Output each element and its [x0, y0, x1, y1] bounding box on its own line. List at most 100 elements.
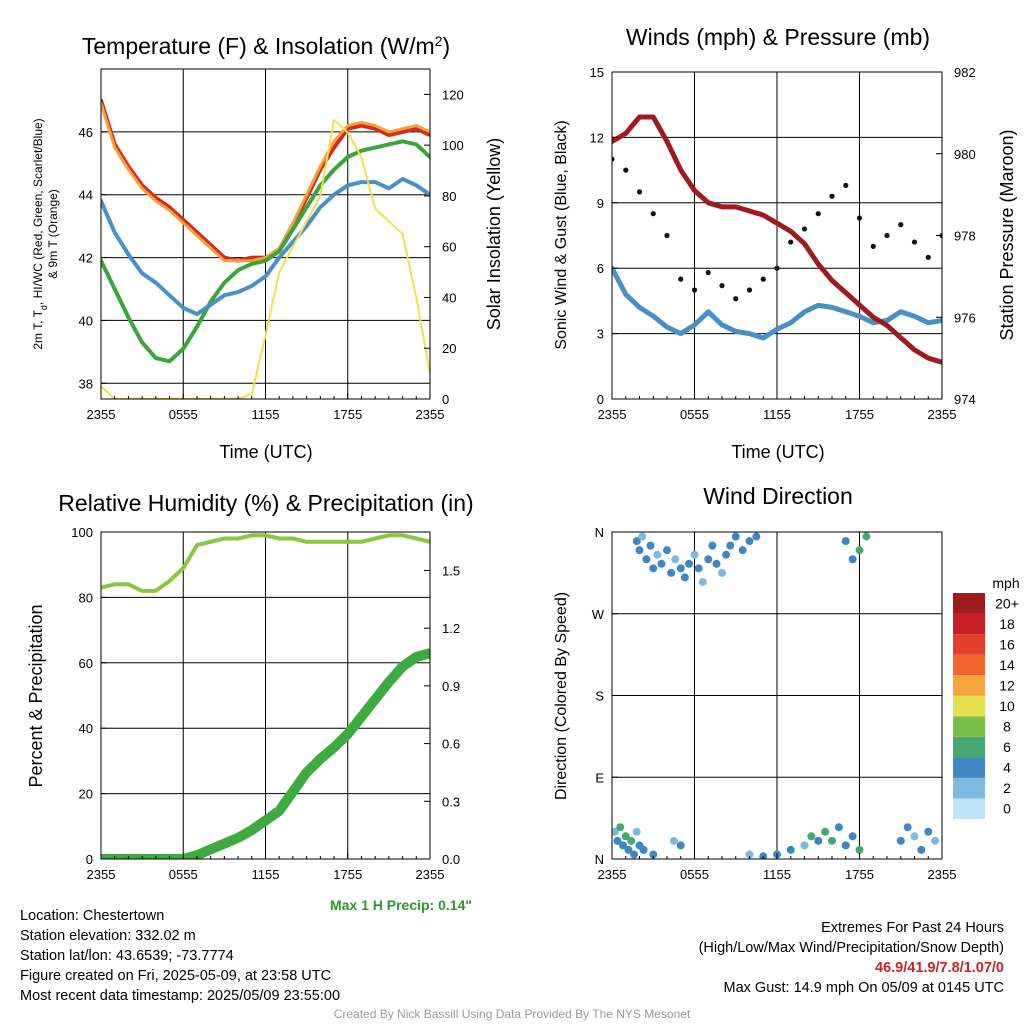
- direction-point: [855, 546, 864, 555]
- precip-annotation: Max 1 H Precip: 0.14": [330, 897, 472, 913]
- winds-ylabel-left: Sonic Wind & Gust (Blue, Black): [553, 120, 570, 349]
- direction-point: [639, 845, 648, 854]
- y2-tick-label: 0.3: [442, 794, 460, 809]
- series-line: [612, 114, 942, 365]
- colorbar-swatch: [953, 613, 985, 635]
- direction-point: [704, 555, 713, 564]
- direction-point: [722, 550, 731, 559]
- direction-point: [910, 832, 919, 841]
- direction-point: [616, 823, 625, 832]
- station-latlon: Station lat/lon: 43.6539; -73.7774: [20, 948, 234, 964]
- x-tick-label: 0555: [680, 407, 709, 422]
- colorbar-label: 0: [1003, 801, 1011, 817]
- series-line: [101, 102, 430, 263]
- x-tick-label: 1755: [333, 407, 362, 422]
- x-tick-label: 2355: [87, 867, 116, 882]
- max-gust: Max Gust: 14.9 mph On 05/09 at 0145 UTC: [723, 980, 1004, 996]
- direction-point: [632, 827, 641, 836]
- direction-point: [855, 845, 864, 854]
- direction-point: [621, 832, 630, 841]
- direction-point: [931, 836, 940, 845]
- humidity-ticks: 2355 0555 1155 1755 23550204060801000.00.30.…: [71, 525, 460, 882]
- gust-point: [664, 232, 670, 239]
- x-tick-label: 1755: [333, 867, 362, 882]
- direction-point: [841, 841, 850, 850]
- series-line: [101, 177, 430, 317]
- y2-tick-label: 0: [442, 392, 449, 407]
- temp-xlabel: Time (UTC): [219, 442, 312, 462]
- direction-point: [667, 568, 676, 577]
- y-tick-label: 0: [86, 852, 93, 867]
- y2-tick-label: 978: [954, 229, 976, 244]
- credit-line: Created By Nick Bassill Using Data Provi…: [333, 1007, 691, 1021]
- colorbar-swatch: [953, 716, 985, 737]
- gust-point: [774, 265, 780, 271]
- direction-point: [613, 836, 622, 845]
- temp-ticks: 2355 0555 1155 1755 2355 38 40 42 44 46 0 20 40 60 80 1…: [79, 87, 464, 422]
- gust-point: [691, 287, 698, 293]
- colorbar-label: 2: [1003, 780, 1011, 796]
- y2-tick-label: 1.5: [442, 563, 460, 578]
- gust-point: [788, 239, 794, 245]
- humidity-panel: Relative Humidity (%) & Precipitation (i…: [26, 490, 474, 913]
- direction-point: [924, 827, 933, 836]
- station-location: Location: Chestertown: [20, 908, 165, 924]
- direction-point: [649, 564, 658, 573]
- direction-point: [632, 537, 641, 546]
- gust-point: [884, 232, 890, 239]
- wind-direction-panel: Wind Direction 2355 0555 1155 1755 2355NESWN…: [553, 483, 1020, 882]
- colorbar-swatch: [953, 777, 985, 799]
- colorbar-swatch: [953, 736, 985, 758]
- gust-point: [705, 269, 711, 276]
- colorbar-label: 18: [999, 616, 1015, 632]
- direction-point: [676, 841, 685, 850]
- x-tick-label: 2355: [928, 407, 957, 422]
- y2-tick-label: 0.9: [442, 679, 460, 694]
- station-info: Location: Chestertown Station elevation:…: [20, 906, 340, 1006]
- x-tick-label: 1755: [845, 407, 874, 422]
- x-tick-label: 0555: [169, 867, 198, 882]
- colorbar-label: 8: [1003, 719, 1011, 735]
- direction-point: [862, 532, 871, 541]
- direction-point: [745, 850, 754, 859]
- y-tick-label: W: [592, 607, 605, 622]
- direction-point: [642, 555, 651, 564]
- gust-point: [925, 254, 931, 260]
- gust-point: [870, 243, 876, 249]
- y-tick-label: 38: [79, 376, 93, 391]
- y-tick-label: 80: [79, 590, 93, 605]
- colorbar-label: 6: [1003, 739, 1011, 755]
- y2-tick-label: 1.2: [442, 621, 460, 636]
- colorbar-swatch: [953, 593, 985, 614]
- recent-timestamp: Most recent data timestamp: 2025/05/09 2…: [20, 988, 341, 1004]
- direction-point: [848, 555, 857, 564]
- colorbar-label: 4: [1003, 760, 1011, 776]
- direction-point: [698, 577, 707, 586]
- y-tick-label: S: [595, 689, 604, 704]
- direction-point: [731, 532, 740, 541]
- winds-xlabel: Time (UTC): [731, 442, 824, 462]
- series-line: [101, 139, 430, 364]
- direction-point: [619, 841, 627, 850]
- x-tick-label: 1155: [252, 407, 280, 422]
- y-tick-label: 12: [590, 130, 604, 145]
- direction-point: [630, 850, 638, 859]
- humidity-ylabel-left: Percent & Precipitation: [26, 604, 46, 787]
- humidity-series: [101, 533, 430, 859]
- y2-tick-label: 982: [954, 65, 976, 80]
- gust-point: [760, 276, 766, 282]
- direction-point: [638, 532, 647, 541]
- colorbar-label: 12: [999, 677, 1015, 693]
- direction-point: [896, 836, 905, 845]
- y-tick-label: 3: [597, 327, 604, 342]
- gust-point: [843, 182, 849, 188]
- direction-point: [726, 541, 735, 550]
- colorbar-label: 10: [999, 698, 1015, 714]
- extremes-values: 46.9/41.9/7.8/1.07/0: [875, 960, 1004, 976]
- x-tick-label: 2355: [416, 867, 445, 882]
- direction-ylabel-left: Direction (Colored By Speed): [553, 592, 570, 800]
- y2-tick-label: 40: [442, 290, 456, 305]
- y2-tick-label: 80: [442, 189, 456, 204]
- y-tick-label: 60: [79, 656, 93, 671]
